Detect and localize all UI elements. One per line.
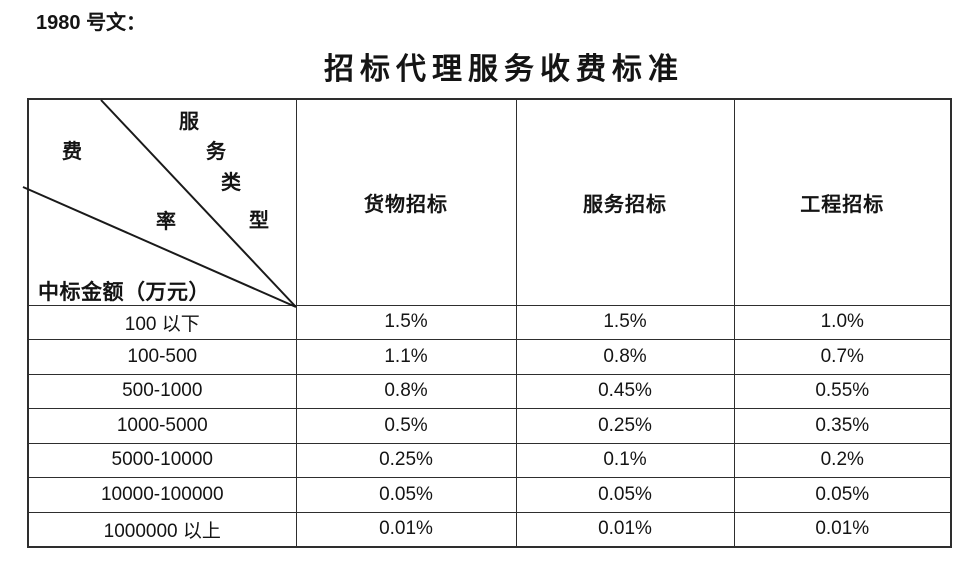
fee-value: 0.35%	[733, 408, 952, 444]
table-row: 500-1000 0.8% 0.45% 0.55%	[27, 373, 952, 409]
column-header-goods: 货物招标	[295, 98, 517, 306]
row-range-label: 500-1000	[27, 373, 297, 409]
fee-value: 1.5%	[295, 304, 517, 340]
doc-number: 1980 号文：	[36, 6, 146, 35]
corner-label-fee-rate-char: 费	[62, 141, 82, 163]
fee-standard-table: 服 务 类 型 费 率 中标金额（万元） 货物招标 服务招标 工程招标 100 …	[22, 98, 952, 548]
diagonal-lines	[22, 99, 297, 308]
fee-value: 1.0%	[733, 304, 952, 340]
fee-value: 0.05%	[295, 477, 517, 513]
table-row: 1000-5000 0.5% 0.25% 0.35%	[27, 408, 952, 444]
fee-value: 0.55%	[733, 373, 952, 409]
corner-label-service-type-char: 类	[221, 172, 241, 194]
corner-diagonal-box: 服 务 类 型 费 率 中标金额（万元）	[22, 99, 297, 308]
corner-label-bid-amount: 中标金额（万元）	[38, 280, 210, 304]
fee-value: 0.5%	[295, 408, 517, 444]
corner-header-cell: 服 务 类 型 费 率 中标金额（万元）	[22, 98, 297, 308]
fee-value: 0.8%	[515, 339, 735, 375]
fee-value: 0.45%	[515, 373, 735, 409]
fee-value: 0.25%	[515, 408, 735, 444]
corner-label-service-type-char: 务	[206, 141, 226, 163]
doc-number-value: 1980	[36, 12, 81, 34]
fee-value: 0.05%	[733, 477, 952, 513]
row-range-label: 1000000 以上	[27, 511, 297, 547]
table-row: 5000-10000 0.25% 0.1% 0.2%	[27, 442, 952, 478]
row-range-label: 10000-100000	[27, 477, 297, 513]
fee-value: 1.1%	[295, 339, 517, 375]
table-header-row: 服 务 类 型 费 率 中标金额（万元） 货物招标 服务招标 工程招标	[22, 98, 952, 308]
table-row: 100 以下 1.5% 1.5% 1.0%	[27, 304, 952, 340]
corner-label-fee-rate-char: 率	[156, 211, 176, 233]
fee-value: 0.8%	[295, 373, 517, 409]
fee-value: 0.2%	[733, 442, 952, 478]
table-row: 10000-100000 0.05% 0.05% 0.05%	[27, 477, 952, 513]
fee-value: 0.1%	[515, 442, 735, 478]
diagonal-line-lower	[22, 186, 297, 308]
doc-number-label: 号文：	[86, 12, 147, 34]
row-range-label: 1000-5000	[27, 408, 297, 444]
row-range-label: 5000-10000	[27, 442, 297, 478]
fee-value: 0.25%	[295, 442, 517, 478]
fee-value: 0.01%	[515, 511, 735, 547]
page-title: 招标代理服务收费标准	[324, 53, 684, 86]
column-header-works: 工程招标	[733, 98, 952, 306]
fee-value: 0.05%	[515, 477, 735, 513]
fee-value: 0.01%	[295, 511, 517, 547]
fee-value: 0.01%	[733, 511, 952, 547]
diagonal-line-upper	[100, 99, 297, 308]
row-range-label: 100-500	[27, 339, 297, 375]
corner-label-service-type-char: 服	[179, 111, 199, 133]
fee-value: 1.5%	[515, 304, 735, 340]
fee-value: 0.7%	[733, 339, 952, 375]
table-row: 100-500 1.1% 0.8% 0.7%	[27, 339, 952, 375]
corner-label-service-type-char: 型	[249, 210, 269, 232]
table-row: 1000000 以上 0.01% 0.01% 0.01%	[27, 511, 952, 547]
column-header-services: 服务招标	[515, 98, 735, 306]
row-range-label: 100 以下	[27, 304, 297, 340]
